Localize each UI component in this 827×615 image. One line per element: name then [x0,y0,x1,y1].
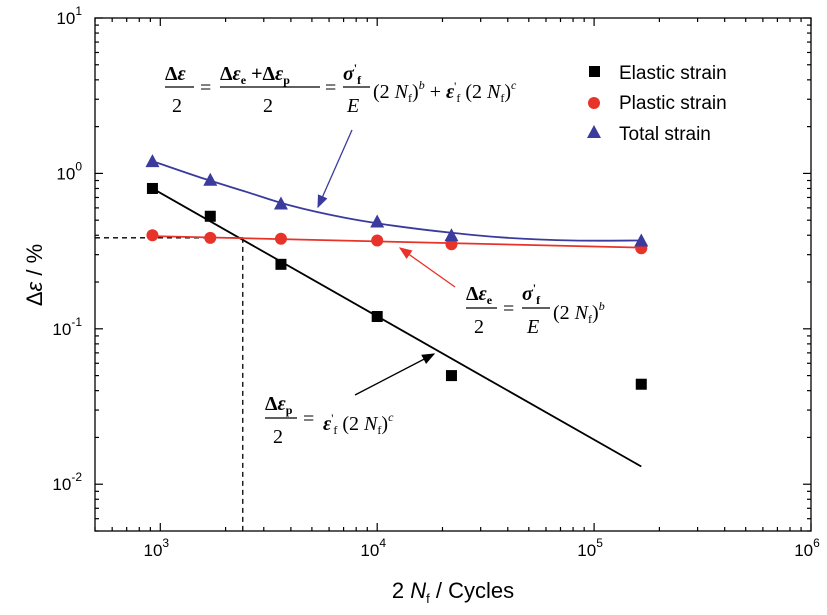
svg-text:E: E [526,316,539,338]
point-plastic-strain [146,229,159,242]
point-elastic-strain [635,378,647,390]
annotation-elastic-equation: Δεe 2 = σ'f E (2 Nf)b [466,281,605,338]
arrow-plastic [354,353,436,396]
svg-text:(2 Nf)b + ε'f (2 Nf)c: (2 Nf)b + ε'f (2 Nf)c [373,78,517,105]
svg-text:σ'f: σ'f [343,61,362,87]
svg-text:2: 2 [263,95,273,117]
svg-text:Δεp: Δεp [265,393,293,417]
y-tick-label: 10-1 [52,315,82,339]
y-axis-title: Δε / % [22,244,47,306]
svg-text:(2 Nf)b: (2 Nf)b [553,299,605,326]
y-tick-label: 101 [56,4,82,28]
point-elastic-strain [146,182,158,194]
point-elastic-strain [275,258,287,270]
point-plastic-strain [204,231,217,244]
legend-label-total: Total strain [619,124,711,145]
point-total-strain [203,172,218,186]
x-axis-title: 2 Nf / Cycles [392,578,514,606]
svg-text:=: = [303,408,314,430]
svg-text:=: = [200,77,211,99]
svg-text:2: 2 [273,426,283,448]
point-total-strain [273,196,288,210]
svg-text:2: 2 [474,316,484,338]
annotation-total-equation: Δε 2 = Δεe +Δεp 2 = σ'f E (2 Nf)b + ε'f … [165,61,517,117]
point-total-strain [370,214,385,228]
svg-text:2: 2 [172,95,182,117]
y-tick-label: 100 [56,159,82,183]
x-tick-label: 106 [794,536,820,560]
legend-marker-total [587,125,601,138]
legend-label-plastic: Plastic strain [619,93,727,114]
legend-label-elastic: Elastic strain [619,63,727,84]
data-points [145,154,649,390]
plot-frame [94,17,812,532]
point-elastic-strain [445,370,457,382]
x-tick-label: 103 [143,536,169,560]
point-plastic-strain [371,234,384,247]
legend-marker-elastic [589,66,600,77]
point-total-strain [444,228,459,242]
svg-text:σ'f: σ'f [522,281,541,307]
svg-text:=: = [503,298,514,320]
arrow-total [317,129,353,209]
legend: Elastic strain Plastic strain Total stra… [587,63,727,145]
svg-text:ε'f (2 Nf)c: ε'f (2 Nf)c [323,410,394,437]
point-total-strain [634,233,649,247]
reference-lines [95,237,244,531]
point-elastic-strain [204,210,216,222]
point-total-strain [145,154,160,168]
legend-marker-plastic [588,97,600,109]
svg-text:=: = [325,77,336,99]
point-plastic-strain [274,232,287,245]
svg-text:Δεe +Δεp: Δεe +Δεp [220,63,290,87]
fit-line-elastic-strain [151,187,642,468]
point-plastic-strain [445,238,458,251]
fit-line-plastic-strain [152,235,642,249]
annotation-plastic-equation: Δεp 2 = ε'f (2 Nf)c [265,393,394,448]
svg-text:Δε: Δε [165,63,187,85]
svg-text:E: E [346,95,359,117]
ticks-layer: 103 104 105 106 10-2 10-1 100 101 [52,4,820,560]
point-elastic-strain [371,311,383,323]
arrow-elastic [398,247,456,288]
x-tick-label: 105 [577,536,603,560]
y-tick-label: 10-2 [52,470,82,494]
x-tick-label: 104 [360,536,386,560]
